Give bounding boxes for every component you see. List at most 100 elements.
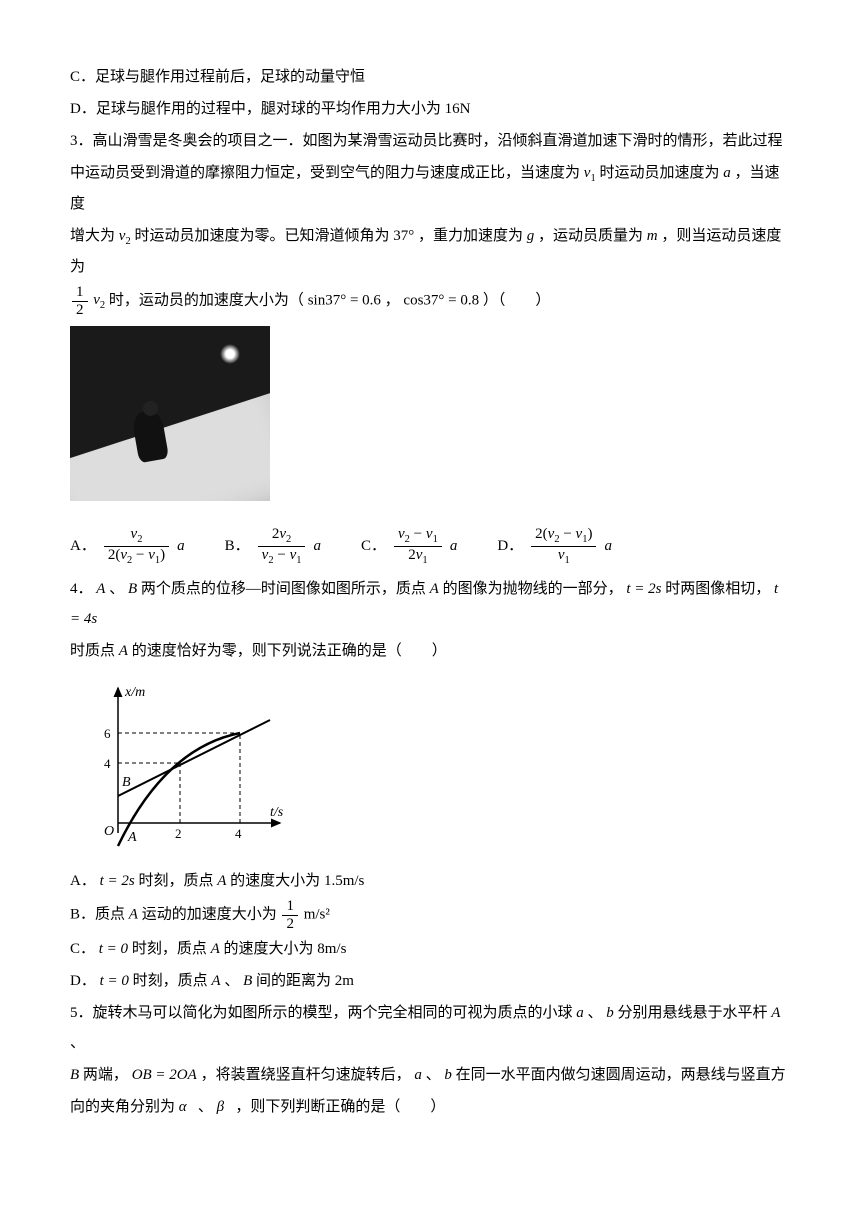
y-axis-label: x/m <box>124 685 145 700</box>
varA: A <box>211 973 220 989</box>
var-v2: v2 <box>119 228 131 244</box>
svg-text:4: 4 <box>235 826 242 841</box>
opt-label: B． <box>225 531 250 561</box>
q3-stem-line4: 12 v2 时，运动员的加速度大小为（ sin37° = 0.6 ， cos37… <box>70 284 790 318</box>
eq-OB: OB = 2OA <box>132 1067 197 1083</box>
q3-stem-line2: 中运动员受到滑道的摩擦阻力恒定，受到空气的阻力与速度成正比，当速度为 v1 时运… <box>70 158 790 219</box>
text: 时刻，质点 <box>133 973 208 989</box>
q3-stem-line1: 3．高山滑雪是冬奥会的项目之一．如图为某滑雪运动员比赛时，沿倾斜直滑道加速下滑时… <box>70 126 790 156</box>
svg-text:2: 2 <box>175 826 182 841</box>
text: 运动的加速度大小为 <box>142 907 277 923</box>
trig-sin: sin37° = 0.6 <box>308 292 381 308</box>
beta: β <box>217 1099 224 1115</box>
q3-option-d[interactable]: D． 2(v2 − v1) v1 a <box>497 526 612 566</box>
sep: 、 <box>109 581 124 597</box>
q5-stem-line1: 5．旋转木马可以简化为如图所示的模型，两个完全相同的可视为质点的小球 a 、 b… <box>70 998 790 1058</box>
fraction-half: 12 <box>72 284 88 318</box>
q4-option-a[interactable]: A． t = 2s 时刻，质点 A 的速度大小为 1.5m/s <box>70 866 790 896</box>
q5-stem-line3: 向的夹角分别为 α 、 β ，则下列判断正确的是（ ） <box>70 1092 790 1122</box>
var-A: A <box>96 581 105 597</box>
sep: 、 <box>70 1035 85 1051</box>
var-b2: b <box>444 1067 452 1083</box>
q2-option-c[interactable]: C．足球与腿作用过程前后，足球的动量守恒 <box>70 62 790 92</box>
comma: ， <box>385 292 400 308</box>
var-A-b: A <box>430 581 439 597</box>
text: 在同一水平面内做匀速圆周运动，两悬线与竖直方 <box>456 1067 786 1083</box>
displacement-time-chart: x/m t/s O 6 4 2 4 B A <box>70 678 300 853</box>
text: ，则下列判断正确的是（ ） <box>235 1099 445 1115</box>
text: 间的距离为 2m <box>256 973 354 989</box>
text: ）（ ） <box>483 292 551 308</box>
text: 中运动员受到滑道的摩擦阻力恒定，受到空气的阻力与速度成正比，当速度为 <box>70 165 580 181</box>
var: A <box>129 907 138 923</box>
var-B: B <box>128 581 137 597</box>
text: ，重力加速度为 <box>418 228 523 244</box>
q3-stem-line3: 增大为 v2 时运动员加速度为零。已知滑道倾角为 37° ，重力加速度为 g ，… <box>70 221 790 282</box>
text: 分别用悬线悬于水平杆 <box>618 1005 768 1021</box>
text: 两端， <box>83 1067 128 1083</box>
text: 时运动员加速度为 <box>599 165 719 181</box>
text: 时刻，质点 <box>138 873 213 889</box>
q2-option-d[interactable]: D．足球与腿作用的过程中，腿对球的平均作用力大小为 16N <box>70 94 790 124</box>
eq: t = 0 <box>99 941 128 957</box>
var-A: A <box>771 1005 780 1021</box>
q3-option-c[interactable]: C． v2 − v1 2v1 a <box>361 526 457 566</box>
text: 的速度恰好为零，则下列说法正确的是（ ） <box>132 643 447 659</box>
q3-option-b[interactable]: B． 2v2 v2 − v1 a <box>225 526 321 566</box>
sep: 、 <box>588 1005 603 1021</box>
x-axis-label: t/s <box>270 805 284 820</box>
spacer <box>190 1099 194 1115</box>
origin-label: O <box>104 824 114 839</box>
eq-t2: t = 2s <box>626 581 661 597</box>
text: 的图像为抛物线的一部分， <box>443 581 623 597</box>
sep: 、 <box>426 1067 441 1083</box>
text: ，运动员质量为 <box>538 228 643 244</box>
eq: t = 0 <box>100 973 129 989</box>
svg-text:4: 4 <box>104 756 111 771</box>
text: 时，运动员的加速度大小为（ <box>109 292 304 308</box>
var-a: a <box>723 165 731 181</box>
opt-label: C． <box>361 531 386 561</box>
text: 增大为 <box>70 228 115 244</box>
q4-stem-line2: 时质点 A 的速度恰好为零，则下列说法正确的是（ ） <box>70 636 790 666</box>
skier-figure <box>70 326 270 501</box>
text: 时质点 <box>70 643 115 659</box>
text: 时刻，质点 <box>132 941 207 957</box>
label: B．质点 <box>70 907 125 923</box>
label: C． <box>70 941 95 957</box>
var-v1: v1 <box>584 165 596 181</box>
text: 时两图像相切， <box>665 581 770 597</box>
var: A <box>217 873 226 889</box>
text: 两个质点的位移—时间图像如图所示，质点 <box>141 581 426 597</box>
line-B-label: B <box>122 775 131 790</box>
text: 时运动员加速度为零。已知滑道倾角为 <box>134 228 389 244</box>
text: 的速度大小为 8m/s <box>224 941 347 957</box>
val: 1.5m/s <box>324 873 364 889</box>
angle: 37° <box>393 228 414 244</box>
alpha: α <box>179 1099 187 1115</box>
sep: 、 <box>224 973 239 989</box>
q3-option-a[interactable]: A． v2 2(v2 − v1) a <box>70 526 185 566</box>
text: 向的夹角分别为 <box>70 1099 175 1115</box>
unit: m/s² <box>304 907 330 923</box>
q4-option-b[interactable]: B．质点 A 运动的加速度大小为 12 m/s² <box>70 898 790 932</box>
opt-label: D． <box>497 531 523 561</box>
var-v2-half: v2 <box>93 292 105 308</box>
opt-label: A． <box>70 531 96 561</box>
trig-cos: cos37° = 0.8 <box>403 292 479 308</box>
var-m: m <box>647 228 658 244</box>
q4-stem-line1: 4． A 、 B 两个质点的位移—时间图像如图所示，质点 A 的图像为抛物线的一… <box>70 574 790 634</box>
sep: 、 <box>198 1099 213 1115</box>
text: 的速度大小为 <box>230 873 320 889</box>
label: D． <box>70 973 96 989</box>
q3-options: A． v2 2(v2 − v1) a B． 2v2 v2 − v1 a C． v… <box>70 526 790 566</box>
var-g: g <box>527 228 535 244</box>
varB: B <box>243 973 252 989</box>
q4-option-c[interactable]: C． t = 0 时刻，质点 A 的速度大小为 8m/s <box>70 934 790 964</box>
spacer <box>228 1099 232 1115</box>
var-a2: a <box>414 1067 422 1083</box>
label: A． <box>70 873 96 889</box>
var-a: a <box>576 1005 584 1021</box>
q-num: 4． <box>70 581 93 597</box>
q4-option-d[interactable]: D． t = 0 时刻，质点 A 、 B 间的距离为 2m <box>70 966 790 996</box>
